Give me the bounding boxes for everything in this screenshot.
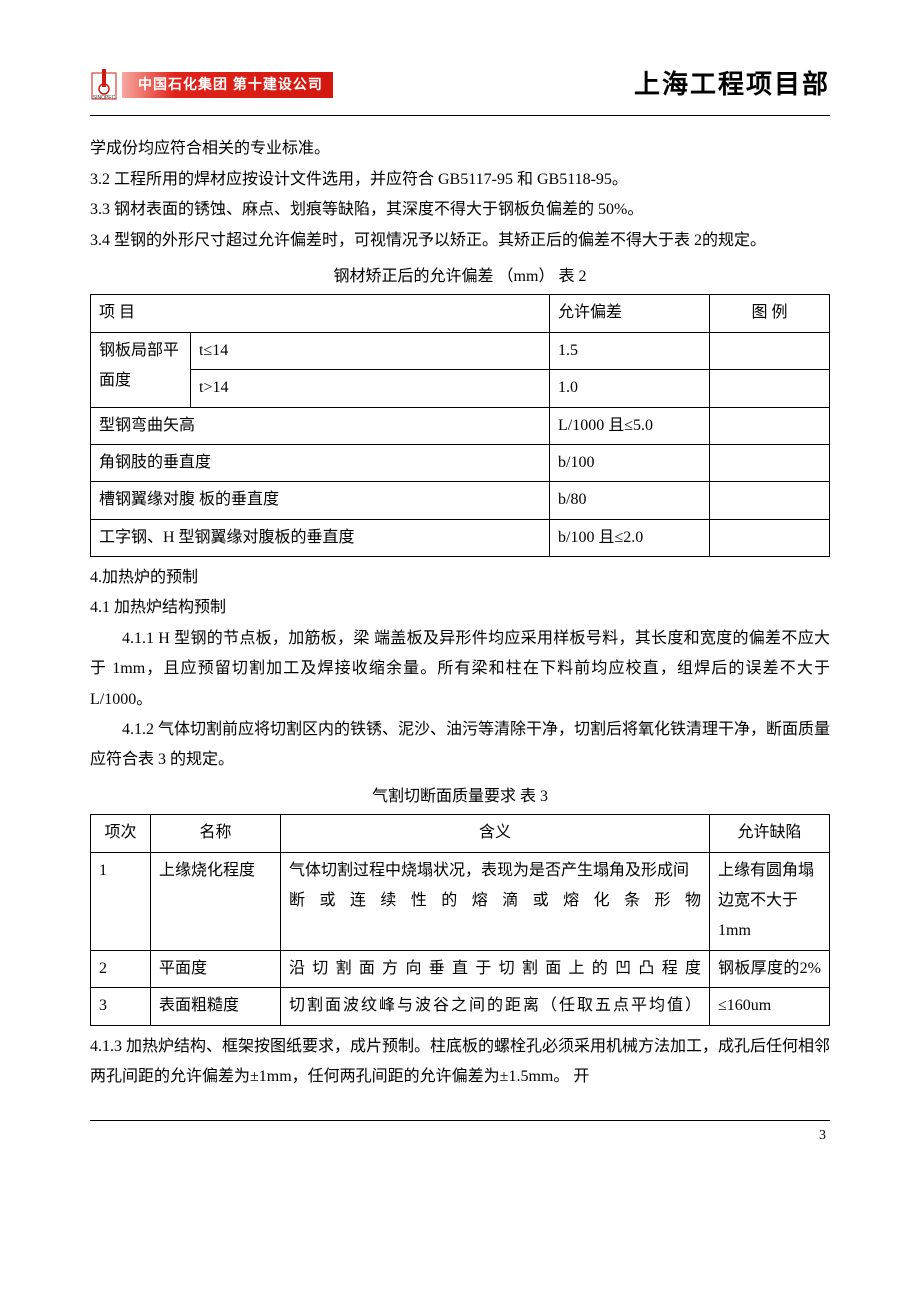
table-row: 1 上缘烧化程度 气体切割过程中烧塌状况，表现为是否产生塌角及形成间断或连续性的… [91,852,830,950]
t2-r2-b: t>14 [191,370,550,407]
table-row: 钢板局部平面度 t≤14 1.5 [91,332,830,369]
t2-r5-c: b/80 [550,482,710,519]
t2-r5-d [710,482,830,519]
table2-caption: 钢材矫正后的允许偏差 （mm） 表 2 [90,262,830,292]
t2-r6-d [710,519,830,556]
t2-r2-c: 1.0 [550,370,710,407]
t2-r5-a: 槽钢翼缘对腹 板的垂直度 [91,482,550,519]
para-3-3: 3.3 钢材表面的锈蚀、麻点、划痕等缺陷，其深度不得大于钢板负偏差的 50%。 [90,195,830,225]
t3-r3-n: 3 [91,988,151,1025]
t3-r3-tol: ≤160um [710,988,830,1025]
t2-r3-c: L/1000 且≤5.0 [550,407,710,444]
table3-caption: 气割切断面质量要求 表 3 [90,782,830,812]
table2-header-example: 图 例 [710,295,830,332]
para-3-4: 3.4 型钢的外形尺寸超过允许偏差时，可视情况予以矫正。其矫正后的偏差不得大于表… [90,226,830,256]
t2-r1-c: 1.5 [550,332,710,369]
t2-r3-d [710,407,830,444]
t3-r1-name: 上缘烧化程度 [151,852,281,950]
para-4-1-3: 4.1.3 加热炉结构、框架按图纸要求，成片预制。柱底板的螺栓孔必须采用机械方法… [90,1032,830,1093]
t3-r1-n: 1 [91,852,151,950]
department-title: 上海工程项目部 [634,60,830,109]
table3: 项次 名称 含义 允许缺陷 1 上缘烧化程度 气体切割过程中烧塌状况，表现为是否… [90,814,830,1025]
table2-header-item: 项 目 [91,295,550,332]
table-row: 3 表面粗糙度 切割面波纹峰与波谷之间的距离（任取五点平均值） ≤160um [91,988,830,1025]
table-row: 角钢肢的垂直度 b/100 [91,444,830,481]
t2-r1-a: 钢板局部平面度 [91,332,191,407]
para-4-1-1: 4.1.1 H 型钢的节点板，加筋板，梁 端盖板及异形件均应采用样板号料，其长度… [90,624,830,715]
sinopec-logo-icon: SINOPEC [90,69,118,101]
para-3-2: 3.2 工程所用的焊材应按设计文件选用，并应符合 GB5117-95 和 GB5… [90,165,830,195]
header-rule [90,115,830,116]
t2-r4-c: b/100 [550,444,710,481]
t3-r2-name: 平面度 [151,950,281,987]
footer-rule [90,1120,830,1121]
t3-h1: 项次 [91,815,151,852]
t3-h3: 含义 [281,815,710,852]
t2-r4-a: 角钢肢的垂直度 [91,444,550,481]
table-row: 槽钢翼缘对腹 板的垂直度 b/80 [91,482,830,519]
table-row: 项 目 允许偏差 图 例 [91,295,830,332]
t2-r1-d [710,332,830,369]
page-header: SINOPEC 中国石化集团 第十建设公司 上海工程项目部 [90,60,830,109]
t3-r2-def: 沿切割面方向垂直于切割面上的凹凸程度 [281,950,710,987]
para-4-1-2: 4.1.2 气体切割前应将切割区内的铁锈、泥沙、油污等清除干净，切割后将氧化铁清… [90,715,830,776]
t3-r3-def: 切割面波纹峰与波谷之间的距离（任取五点平均值） [281,988,710,1025]
t3-r1-def: 气体切割过程中烧塌状况，表现为是否产生塌角及形成间断或连续性的熔滴或熔化条形物 [281,852,710,950]
t3-h2: 名称 [151,815,281,852]
page-number: 3 [90,1123,830,1150]
t3-r2-n: 2 [91,950,151,987]
t3-h4: 允许缺陷 [710,815,830,852]
t3-r1-tol: 上缘有圆角塌边宽不大于1mm [710,852,830,950]
t2-r4-d [710,444,830,481]
table-row: 项次 名称 含义 允许缺陷 [91,815,830,852]
table-row: 工字钢、H 型钢翼缘对腹板的垂直度 b/100 且≤2.0 [91,519,830,556]
table2-header-tolerance: 允许偏差 [550,295,710,332]
t2-r6-a: 工字钢、H 型钢翼缘对腹板的垂直度 [91,519,550,556]
svg-text:SINOPEC: SINOPEC [93,95,116,101]
table-row: t>14 1.0 [91,370,830,407]
logo-banner-text: 中国石化集团 第十建设公司 [122,72,333,98]
t2-r3-a: 型钢弯曲矢高 [91,407,550,444]
logo-block: SINOPEC 中国石化集团 第十建设公司 [90,69,333,101]
para-3-1-cont: 学成份均应符合相关的专业标准。 [90,134,830,164]
t2-r1-b: t≤14 [191,332,550,369]
para-4: 4.加热炉的预制 [90,563,830,593]
t2-r6-c: b/100 且≤2.0 [550,519,710,556]
table2: 项 目 允许偏差 图 例 钢板局部平面度 t≤14 1.5 t>14 1.0 型… [90,294,830,557]
para-4-1: 4.1 加热炉结构预制 [90,593,830,623]
table-row: 2 平面度 沿切割面方向垂直于切割面上的凹凸程度 钢板厚度的2% [91,950,830,987]
t3-r2-tol: 钢板厚度的2% [710,950,830,987]
t3-r3-name: 表面粗糙度 [151,988,281,1025]
table-row: 型钢弯曲矢高 L/1000 且≤5.0 [91,407,830,444]
t2-r2-d [710,370,830,407]
